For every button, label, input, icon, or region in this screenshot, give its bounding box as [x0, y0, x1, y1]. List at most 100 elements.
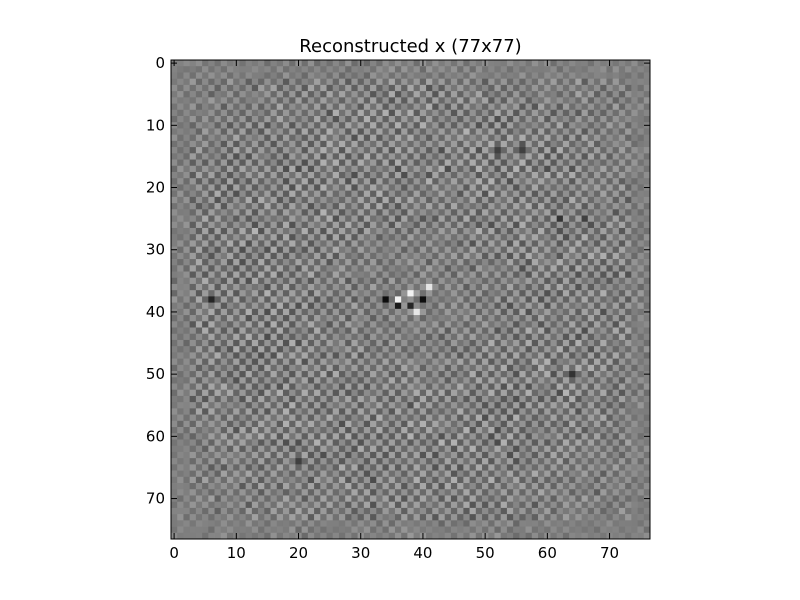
heatmap-cell: [413, 91, 421, 98]
heatmap-cell: [569, 227, 576, 235]
heatmap-cell: [345, 209, 352, 216]
heatmap-cell: [531, 271, 539, 279]
heatmap-cell: [214, 196, 222, 204]
heatmap-cell: [258, 109, 265, 117]
heatmap-cell: [394, 122, 402, 129]
heatmap-cell: [513, 296, 520, 303]
heatmap-cell: [637, 109, 645, 117]
heatmap-cell: [314, 103, 321, 111]
heatmap-cell: [413, 97, 421, 104]
heatmap-cell: [519, 433, 526, 440]
heatmap-cell: [426, 352, 433, 359]
heatmap-cell: [338, 259, 346, 266]
heatmap-cell: [282, 215, 290, 223]
heatmap-cell: [637, 427, 645, 434]
heatmap-cell: [413, 203, 421, 210]
heatmap-cell: [625, 103, 632, 111]
heatmap-cell: [606, 333, 614, 341]
heatmap-cell: [488, 346, 495, 353]
heatmap-cell: [276, 159, 284, 167]
heatmap-cell: [388, 265, 396, 272]
heatmap-cell: [587, 265, 595, 272]
heatmap-cell: [394, 339, 402, 347]
heatmap-cell: [314, 327, 321, 335]
heatmap-cell: [562, 209, 570, 216]
heatmap-cell: [289, 165, 296, 173]
heatmap-cell: [612, 427, 620, 434]
heatmap-cell: [332, 433, 340, 440]
heatmap-cell: [581, 178, 589, 185]
heatmap-cell: [301, 153, 309, 160]
heatmap-cell: [357, 246, 365, 254]
heatmap-cell: [606, 171, 614, 179]
heatmap-cell: [625, 265, 632, 272]
heatmap-cell: [606, 271, 614, 279]
heatmap-cell: [581, 290, 589, 297]
heatmap-cell: [569, 315, 576, 322]
heatmap-cell: [208, 321, 215, 328]
heatmap-cell: [500, 414, 508, 422]
heatmap-cell: [301, 402, 309, 409]
heatmap-cell: [606, 72, 614, 80]
heatmap-cell: [220, 408, 228, 415]
heatmap-cell: [637, 321, 645, 328]
heatmap-cell: [419, 84, 427, 92]
heatmap-cell: [345, 147, 352, 154]
heatmap-cell: [513, 178, 520, 185]
heatmap-cell: [307, 140, 315, 148]
heatmap-cell: [276, 103, 284, 111]
heatmap-cell: [525, 66, 533, 73]
heatmap-cell: [401, 433, 408, 440]
heatmap-cell: [177, 296, 184, 303]
heatmap-cell: [326, 296, 334, 303]
heatmap-cell: [195, 315, 203, 322]
heatmap-cell: [320, 352, 327, 359]
heatmap-cell: [506, 420, 514, 428]
heatmap-cell: [606, 445, 614, 453]
heatmap-cell: [513, 215, 520, 223]
heatmap-cell: [494, 215, 502, 223]
heatmap-cell: [426, 433, 433, 440]
heatmap-cell: [208, 277, 215, 285]
heatmap-cell: [338, 408, 346, 415]
heatmap-cell: [289, 265, 296, 272]
heatmap-cell: [195, 221, 203, 229]
heatmap-cell: [183, 66, 191, 73]
heatmap-cell: [208, 259, 215, 266]
heatmap-cell: [382, 122, 390, 129]
heatmap-cell: [363, 190, 371, 198]
heatmap-cell: [382, 408, 390, 415]
heatmap-cell: [295, 122, 302, 129]
heatmap-cell: [475, 302, 483, 310]
heatmap-cell: [208, 178, 215, 185]
heatmap-cell: [525, 296, 533, 303]
heatmap-cell: [326, 122, 334, 129]
heatmap-cell: [594, 190, 601, 198]
heatmap-cell: [538, 66, 545, 73]
heatmap-cell: [562, 72, 570, 80]
heatmap-cell: [413, 414, 421, 422]
heatmap-cell: [394, 346, 402, 353]
heatmap-cell: [544, 427, 551, 434]
heatmap-cell: [525, 252, 533, 260]
heatmap-cell: [183, 109, 191, 117]
heatmap-cell: [612, 308, 620, 316]
heatmap-cell: [538, 371, 545, 378]
heatmap-cell: [444, 395, 452, 403]
heatmap-cell: [432, 283, 439, 291]
heatmap-cell: [482, 315, 489, 322]
heatmap-cell: [264, 78, 271, 86]
heatmap-cell: [195, 371, 203, 378]
heatmap-cell: [618, 377, 626, 384]
heatmap-cell: [282, 377, 290, 384]
heatmap-cell: [426, 371, 433, 378]
heatmap-cell: [519, 445, 526, 453]
heatmap-cell: [506, 115, 514, 123]
heatmap-cell: [295, 383, 302, 391]
heatmap-cell: [289, 115, 296, 123]
heatmap-cell: [289, 122, 296, 129]
heatmap-cell: [301, 72, 309, 80]
heatmap-cell: [314, 184, 321, 191]
heatmap-cell: [202, 109, 209, 117]
heatmap-cell: [220, 196, 228, 204]
